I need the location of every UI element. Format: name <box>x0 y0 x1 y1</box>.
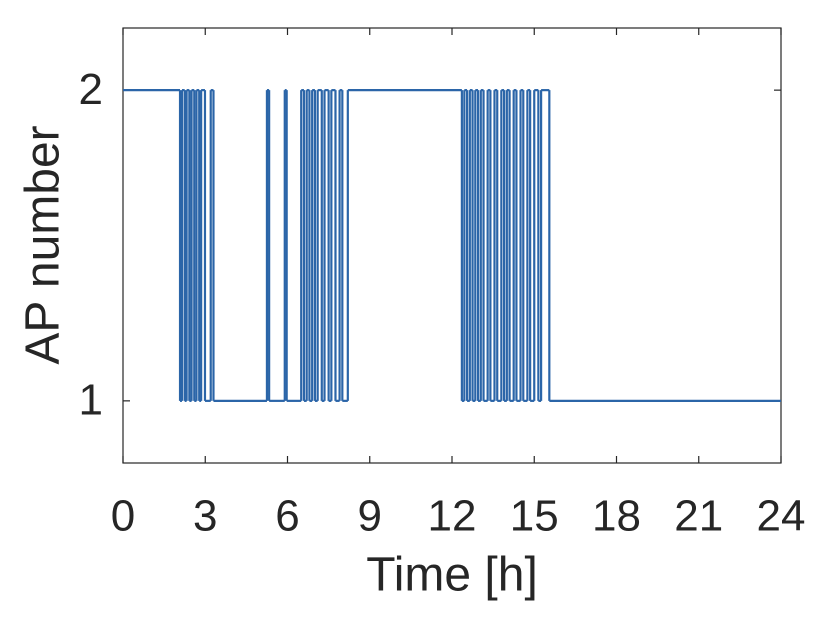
x-tick-label: 0 <box>111 492 135 541</box>
x-tick-label: 3 <box>193 492 217 541</box>
x-tick-label: 12 <box>428 492 477 541</box>
y-axis-label: AP number <box>17 125 70 364</box>
y-tick-label: 1 <box>79 375 103 424</box>
y-tick-label: 2 <box>79 65 103 114</box>
x-tick-label: 6 <box>275 492 299 541</box>
x-tick-label: 18 <box>592 492 641 541</box>
plot-frame <box>122 27 782 464</box>
x-tick-label: 15 <box>510 492 559 541</box>
x-tick-label: 9 <box>358 492 382 541</box>
x-tick-label: 21 <box>674 492 723 541</box>
x-tick-label: 24 <box>757 492 806 541</box>
x-axis-label: Time [h] <box>366 549 538 602</box>
